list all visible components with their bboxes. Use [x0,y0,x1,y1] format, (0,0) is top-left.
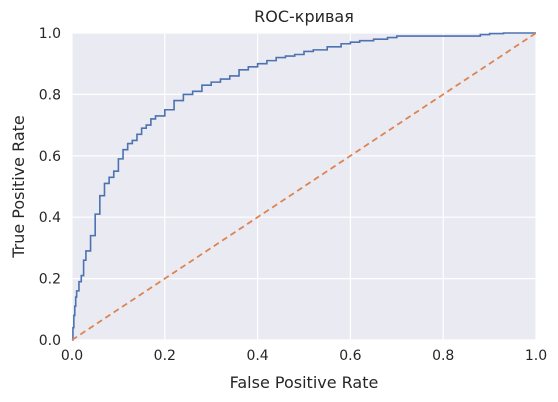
chart-title: ROC-кривая [254,7,354,26]
y-tick-label: 0.2 [39,272,61,288]
x-tick-label: 0.4 [246,348,268,364]
random-classifier-line [71,32,537,341]
tick-labels: 0.00.0 0.2 0.2 0.4 0.4 0.6 0.6 0.8 0.8 1.0 1.0 [39,26,547,364]
x-tick-label: 0.6 [339,348,361,364]
y-tick-label: 0.8 [39,87,61,103]
y-tick-label: 1.0 [39,26,61,42]
roc-curve-line [72,32,536,341]
x-tick-label: 0.2 [154,348,176,364]
y-tick-label: 0.6 [39,149,61,165]
x-axis-label: False Positive Rate [230,373,379,392]
y-tick-label: 0.0 [39,333,61,349]
x-tick-label: 1.0 [525,348,547,364]
x-tick-label: 0.0 [61,348,83,364]
grid-lines [71,32,537,341]
y-tick-label: 0.4 [39,210,61,226]
x-tick-label: 0.8 [432,348,454,364]
y-axis-label: True Positive Rate [9,115,28,259]
series-layer [71,32,537,341]
